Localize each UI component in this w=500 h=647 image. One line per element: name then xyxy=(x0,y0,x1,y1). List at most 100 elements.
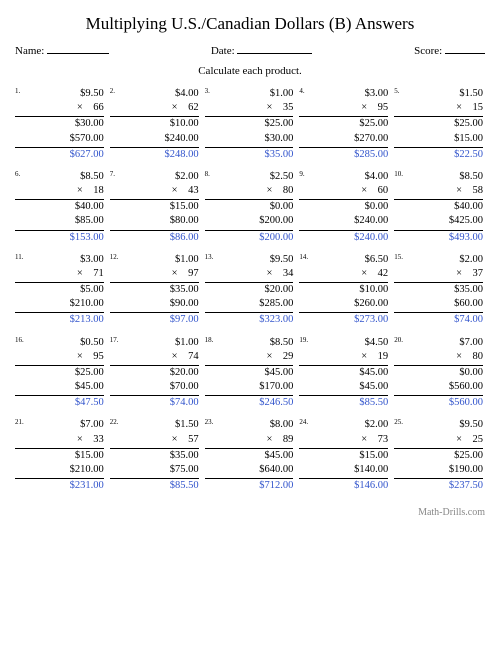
problem: 19.$4.50× 19$45.00$45.00$85.50 xyxy=(299,336,390,411)
problem-number: 6. xyxy=(15,170,20,178)
partial-1: $0.00 xyxy=(394,366,483,380)
problem: 10.$8.50× 58$40.00$425.00$493.00 xyxy=(394,170,485,245)
problem-column: $7.00× 33$15.00$210.00$231.00 xyxy=(15,418,106,493)
problem-column: $1.00× 74$20.00$70.00$74.00 xyxy=(110,336,201,411)
answer: $86.00 xyxy=(110,231,199,245)
multiplicand: $2.00 xyxy=(110,170,199,184)
multiplier-row: × 89 xyxy=(205,433,294,447)
partial-2: $85.00 xyxy=(15,214,104,228)
multiplier-row: × 95 xyxy=(299,101,388,115)
problem-number: 20. xyxy=(394,336,403,344)
answer: $493.00 xyxy=(394,231,483,245)
multiplier-row: × 34 xyxy=(205,267,294,281)
problem: 2.$4.00× 62$10.00$240.00$248.00 xyxy=(110,87,201,162)
partial-2: $70.00 xyxy=(110,380,199,394)
partial-2: $15.00 xyxy=(394,132,483,146)
answer: $35.00 xyxy=(205,148,294,162)
partial-1: $20.00 xyxy=(110,366,199,380)
partial-1: $25.00 xyxy=(15,366,104,380)
multiplicand: $8.00 xyxy=(205,418,294,432)
problem-column: $8.50× 58$40.00$425.00$493.00 xyxy=(394,170,485,245)
problem-number: 18. xyxy=(205,336,214,344)
problem-number: 12. xyxy=(110,253,119,261)
problem-column: $1.00× 35$25.00$30.00$35.00 xyxy=(205,87,296,162)
problem: 16.$0.50× 95$25.00$45.00$47.50 xyxy=(15,336,106,411)
answer: $627.00 xyxy=(15,148,104,162)
problem-column: $7.00× 80$0.00$560.00$560.00 xyxy=(394,336,485,411)
problem-column: $6.50× 42$10.00$260.00$273.00 xyxy=(299,253,390,328)
partial-1: $45.00 xyxy=(205,366,294,380)
answer: $712.00 xyxy=(205,479,294,493)
multiplier-row: × 15 xyxy=(394,101,483,115)
partial-2: $75.00 xyxy=(110,463,199,477)
partial-2: $240.00 xyxy=(299,214,388,228)
multiplicand: $3.00 xyxy=(15,253,104,267)
answer: $273.00 xyxy=(299,313,388,327)
problem-number: 2. xyxy=(110,87,115,95)
multiplier-row: × 66 xyxy=(15,101,104,115)
problem: 22.$1.50× 57$35.00$75.00$85.50 xyxy=(110,418,201,493)
answer: $200.00 xyxy=(205,231,294,245)
score-field: Score: xyxy=(414,42,485,57)
problem-number: 11. xyxy=(15,253,24,261)
multiplier-row: × 19 xyxy=(299,350,388,364)
multiplicand: $8.50 xyxy=(205,336,294,350)
problem-column: $4.50× 19$45.00$45.00$85.50 xyxy=(299,336,390,411)
partial-1: $25.00 xyxy=(394,117,483,131)
problem-number: 5. xyxy=(394,87,399,95)
partial-1: $15.00 xyxy=(299,449,388,463)
problem-column: $4.00× 60$0.00$240.00$240.00 xyxy=(299,170,390,245)
score-blank[interactable] xyxy=(445,42,485,54)
date-blank[interactable] xyxy=(237,42,312,54)
answer: $248.00 xyxy=(110,148,199,162)
problem: 9.$4.00× 60$0.00$240.00$240.00 xyxy=(299,170,390,245)
multiplier-row: × 74 xyxy=(110,350,199,364)
partial-2: $425.00 xyxy=(394,214,483,228)
answer: $146.00 xyxy=(299,479,388,493)
multiplier-row: × 43 xyxy=(110,184,199,198)
partial-1: $5.00 xyxy=(15,283,104,297)
partial-1: $25.00 xyxy=(394,449,483,463)
problem: 17.$1.00× 74$20.00$70.00$74.00 xyxy=(110,336,201,411)
problem-column: $0.50× 95$25.00$45.00$47.50 xyxy=(15,336,106,411)
name-blank[interactable] xyxy=(47,42,109,54)
problem-column: $2.50× 80$0.00$200.00$200.00 xyxy=(205,170,296,245)
partial-2: $570.00 xyxy=(15,132,104,146)
partial-2: $140.00 xyxy=(299,463,388,477)
multiplier-row: × 58 xyxy=(394,184,483,198)
partial-1: $0.00 xyxy=(299,200,388,214)
multiplicand: $7.00 xyxy=(15,418,104,432)
multiplier-row: × 37 xyxy=(394,267,483,281)
partial-2: $285.00 xyxy=(205,297,294,311)
problem: 6.$8.50× 18$40.00$85.00$153.00 xyxy=(15,170,106,245)
partial-1: $35.00 xyxy=(110,449,199,463)
partial-1: $10.00 xyxy=(110,117,199,131)
partial-2: $210.00 xyxy=(15,297,104,311)
problem-column: $2.00× 37$35.00$60.00$74.00 xyxy=(394,253,485,328)
instruction: Calculate each product. xyxy=(15,65,485,77)
problem: 18.$8.50× 29$45.00$170.00$246.50 xyxy=(205,336,296,411)
partial-2: $260.00 xyxy=(299,297,388,311)
problem-column: $9.50× 34$20.00$285.00$323.00 xyxy=(205,253,296,328)
partial-1: $40.00 xyxy=(394,200,483,214)
multiplicand: $1.00 xyxy=(110,336,199,350)
partial-2: $560.00 xyxy=(394,380,483,394)
multiplicand: $1.50 xyxy=(394,87,483,101)
problem-number: 13. xyxy=(205,253,214,261)
problem-number: 9. xyxy=(299,170,304,178)
partial-1: $15.00 xyxy=(110,200,199,214)
multiplier-row: × 25 xyxy=(394,433,483,447)
problem-number: 7. xyxy=(110,170,115,178)
header-row: Name: Date: Score: xyxy=(15,42,485,57)
problem-column: $1.00× 97$35.00$90.00$97.00 xyxy=(110,253,201,328)
answer: $323.00 xyxy=(205,313,294,327)
multiplier-row: × 60 xyxy=(299,184,388,198)
problem-number: 14. xyxy=(299,253,308,261)
partial-2: $45.00 xyxy=(299,380,388,394)
multiplicand: $1.00 xyxy=(110,253,199,267)
multiplier-row: × 35 xyxy=(205,101,294,115)
problem-number: 10. xyxy=(394,170,403,178)
problem: 13.$9.50× 34$20.00$285.00$323.00 xyxy=(205,253,296,328)
multiplicand: $3.00 xyxy=(299,87,388,101)
problem: 11.$3.00× 71$5.00$210.00$213.00 xyxy=(15,253,106,328)
